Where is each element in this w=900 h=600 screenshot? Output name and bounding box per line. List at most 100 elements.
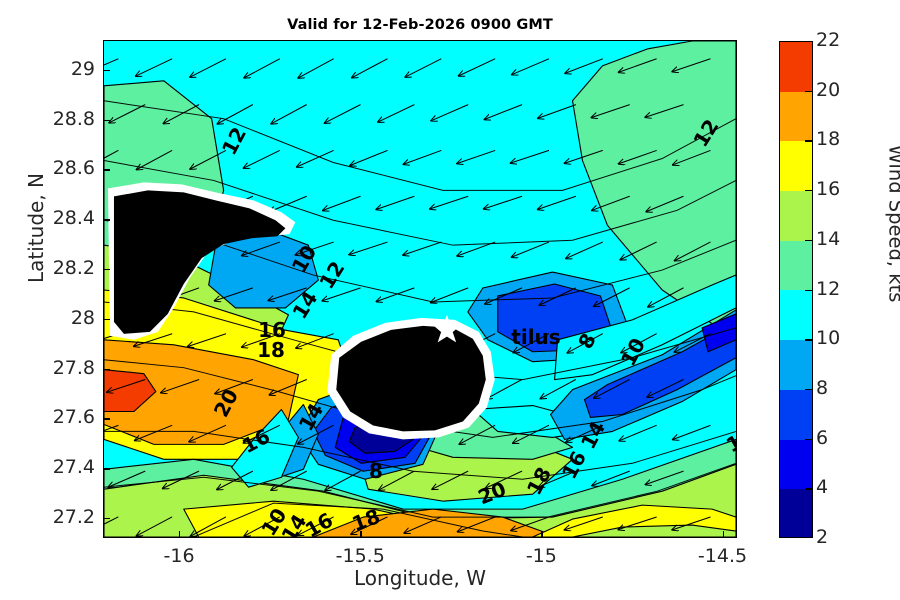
wind-barb bbox=[619, 58, 657, 72]
wind-barb bbox=[164, 104, 200, 124]
colorbar-tick-label: 10 bbox=[816, 327, 841, 350]
wind-barb bbox=[134, 333, 173, 346]
y-tick-label: 27.6 bbox=[52, 406, 95, 429]
colorbar-band bbox=[780, 141, 812, 192]
y-tick-label: 28.4 bbox=[52, 207, 95, 230]
wind-barb bbox=[404, 516, 442, 533]
y-tick-mark bbox=[103, 468, 110, 470]
wind-barb bbox=[485, 287, 523, 304]
wind-barb bbox=[592, 104, 630, 118]
colorbar[interactable] bbox=[779, 41, 813, 538]
wind-barb bbox=[672, 58, 711, 72]
wind-barb bbox=[351, 516, 388, 534]
colorbar-tick-mark bbox=[805, 140, 813, 142]
wind-barb bbox=[565, 58, 603, 73]
wind-barb bbox=[270, 195, 307, 211]
x-tick-mark bbox=[541, 531, 543, 538]
y-tick-mark bbox=[103, 219, 110, 221]
wind-barb bbox=[592, 195, 630, 210]
wind-barb bbox=[296, 333, 334, 348]
wind-barb bbox=[135, 424, 173, 440]
contour-label: 16 bbox=[258, 318, 286, 342]
colorbar-tick-mark bbox=[805, 438, 813, 440]
wind-barb bbox=[215, 287, 254, 301]
figure-title: Valid for 12-Feb-2026 0900 GMT bbox=[287, 17, 553, 33]
wind-barb bbox=[430, 195, 469, 209]
colorbar-band bbox=[780, 240, 812, 291]
colorbar-tick-label: 20 bbox=[816, 78, 841, 101]
y-tick-label: 28 bbox=[70, 306, 95, 329]
wind-barb bbox=[163, 470, 200, 488]
colorbar-band bbox=[780, 439, 812, 490]
wind-barb bbox=[104, 424, 119, 432]
y-tick-label: 27.2 bbox=[52, 506, 95, 529]
x-tick-label: -15 bbox=[525, 545, 557, 567]
colorbar-band bbox=[780, 191, 812, 241]
colorbar-tick-label: 22 bbox=[816, 29, 841, 51]
wind-barb bbox=[104, 150, 119, 159]
wind-barb bbox=[457, 150, 496, 164]
wind-barb bbox=[108, 470, 146, 487]
colorbar-band bbox=[780, 489, 812, 537]
y-tick-label: 29 bbox=[70, 57, 95, 80]
wind-barb bbox=[295, 241, 334, 255]
wind-barb bbox=[378, 104, 415, 122]
wind-barb bbox=[269, 379, 307, 395]
y-tick-mark bbox=[103, 269, 110, 271]
wind-barb bbox=[459, 424, 496, 444]
colorbar-tick-label: 18 bbox=[816, 128, 841, 151]
wind-barb bbox=[242, 241, 280, 255]
x-tick-mark bbox=[360, 531, 362, 538]
wind-barb bbox=[404, 150, 442, 165]
contour-label: 18 bbox=[257, 338, 285, 362]
y-tick-mark bbox=[103, 69, 110, 72]
wind-barb bbox=[647, 379, 684, 397]
wind-barb bbox=[137, 516, 173, 536]
wind-barb bbox=[618, 516, 657, 529]
wind-barb bbox=[403, 241, 442, 255]
wind-barb bbox=[566, 424, 603, 442]
wind-barb bbox=[592, 470, 630, 485]
wind-barb bbox=[565, 516, 603, 530]
wind-barb bbox=[459, 58, 496, 76]
wind-barb bbox=[513, 424, 550, 443]
wind-barb bbox=[432, 470, 469, 489]
wind-barb bbox=[485, 104, 523, 120]
map-canvas bbox=[104, 41, 736, 537]
wind-barb bbox=[349, 241, 388, 254]
station-marker-star bbox=[433, 314, 461, 343]
x-tick-label: -15.5 bbox=[335, 545, 385, 567]
y-tick-label: 27.8 bbox=[52, 356, 95, 379]
wind-barb bbox=[511, 150, 550, 163]
wind-barb bbox=[190, 150, 227, 169]
colorbar-tick-mark bbox=[805, 388, 813, 391]
colorbar-tick-label: 6 bbox=[816, 426, 829, 449]
wind-barb bbox=[512, 58, 550, 75]
wind-barb bbox=[109, 104, 146, 123]
map-plot-area[interactable]: 12 10 12 14 16 18 20 16 14 18 8 6 4 8 10 14 16 18 20 18 16 14… bbox=[103, 40, 737, 538]
wind-barb bbox=[646, 470, 684, 484]
colorbar-tick-label: 4 bbox=[816, 476, 829, 499]
wind-barb bbox=[104, 58, 119, 66]
colorbar-tick-label: 8 bbox=[816, 376, 829, 399]
wind-barb bbox=[190, 58, 227, 77]
y-tick-label: 28.6 bbox=[52, 157, 95, 180]
wind-barb bbox=[458, 516, 496, 532]
wind-barb bbox=[188, 333, 227, 347]
wind-barb bbox=[539, 470, 577, 487]
colorbar-band bbox=[780, 389, 812, 440]
wind-barb bbox=[377, 287, 415, 301]
y-tick-mark bbox=[103, 368, 110, 370]
wind-barb bbox=[104, 516, 119, 525]
x-axis-title: Longitude, W bbox=[354, 566, 486, 590]
wind-barb bbox=[298, 516, 334, 535]
colorbar-tick-mark bbox=[805, 90, 813, 93]
wind-barb bbox=[242, 333, 280, 347]
wind-barb bbox=[107, 379, 146, 393]
wind-barb bbox=[405, 58, 442, 77]
wind-barb bbox=[457, 241, 496, 256]
wind-barb bbox=[594, 287, 630, 306]
wind-barb bbox=[350, 150, 388, 166]
y-tick-mark bbox=[103, 318, 110, 321]
wind-barb bbox=[352, 58, 388, 78]
